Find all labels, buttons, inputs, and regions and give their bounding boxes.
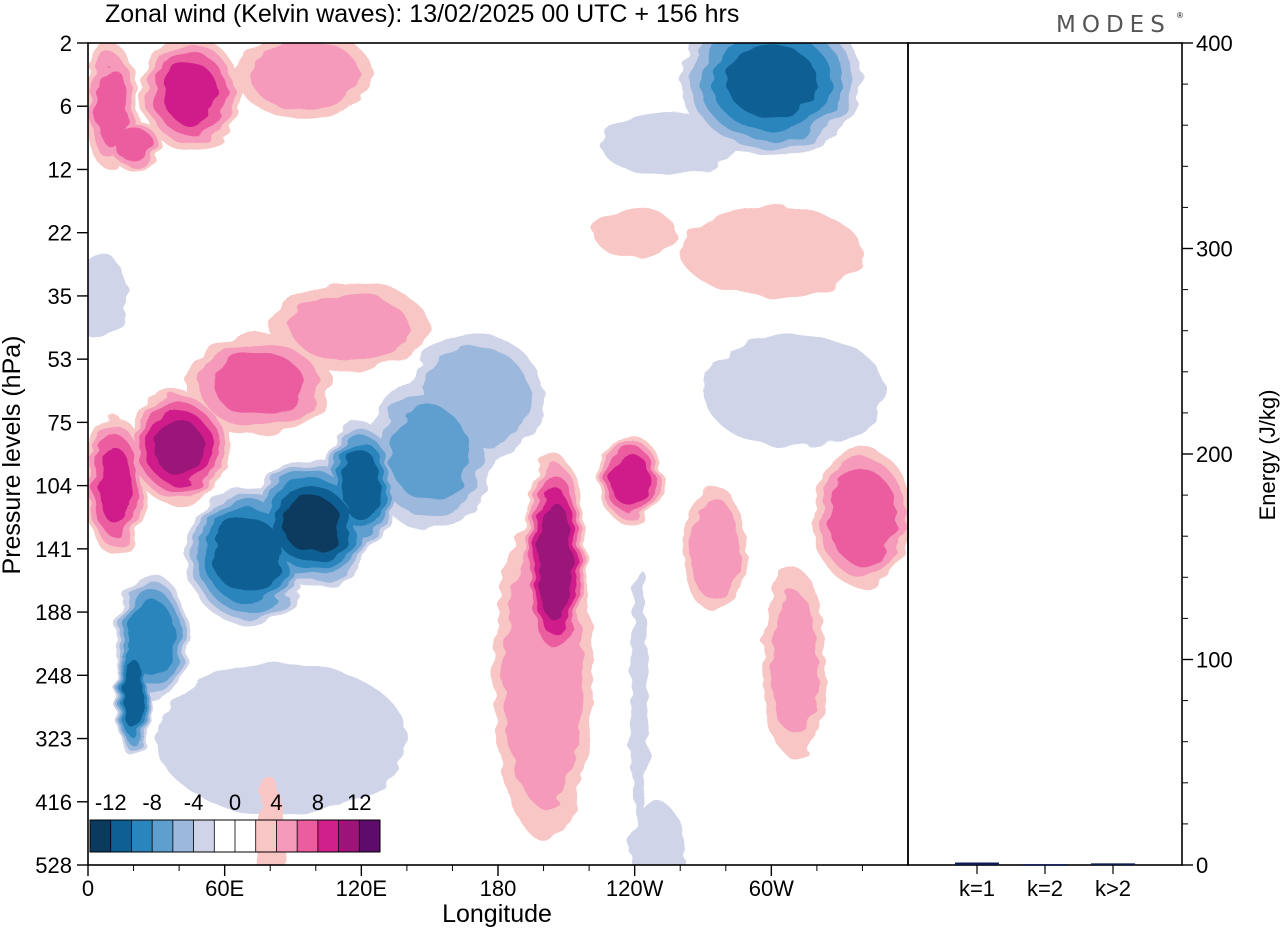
- westerly-contour: [828, 469, 897, 565]
- colorbar-swatch: [317, 820, 339, 852]
- westerly-contour: [114, 126, 153, 162]
- y-tick-label: 323: [35, 727, 72, 752]
- energy-axis-label: Energy (J/kg): [1255, 390, 1280, 521]
- westerly-contour: [154, 419, 204, 476]
- easterly-contour: [341, 450, 382, 521]
- colorbar-swatch: [90, 820, 112, 852]
- easterly-contour: [282, 495, 340, 552]
- westerly-contour: [680, 207, 863, 296]
- colorbar-label: 4: [270, 790, 282, 815]
- easterly-contour: [630, 567, 649, 821]
- colorbar-swatch: [193, 820, 215, 852]
- easterly-contour: [703, 333, 886, 448]
- x-tick-label: 180: [480, 876, 517, 901]
- energy-bar: [1023, 864, 1067, 866]
- x-tick-label: 60W: [749, 876, 794, 901]
- colorbar-swatch: [214, 820, 236, 852]
- westerly-contour: [163, 62, 218, 125]
- westerly-contour: [610, 452, 650, 507]
- longitude-axis: 0 60E 120E 180 120W 60W: [82, 865, 863, 901]
- easterly-contour: [123, 659, 144, 730]
- easterly-contour: [390, 406, 470, 502]
- chart-title: Zonal wind (Kelvin waves): 13/02/2025 00…: [105, 0, 739, 28]
- energy-category-label: k=2: [1027, 876, 1063, 901]
- westerly-contour: [290, 294, 410, 361]
- colorbar-swatch: [338, 820, 360, 852]
- y-tick-label: 12: [48, 157, 72, 182]
- colorbar-label: 8: [312, 790, 324, 815]
- energy-tick-label: 300: [1196, 237, 1233, 262]
- easterly-contour: [88, 251, 127, 341]
- y-tick-label: 6: [60, 94, 72, 119]
- energy-category-label: k=1: [959, 876, 995, 901]
- x-tick-label: 0: [82, 876, 94, 901]
- energy-plot-frame: [907, 42, 1183, 866]
- colorbar-swatch: [131, 820, 153, 852]
- westerly-contour: [249, 43, 359, 110]
- colorbar-label: -4: [184, 790, 204, 815]
- energy-axis: 0 100 200 300 400: [1182, 31, 1233, 878]
- easterly-contour: [600, 112, 738, 176]
- easterly-contour: [213, 516, 282, 594]
- y-tick-label: 141: [35, 537, 72, 562]
- y-tick-label: 416: [35, 790, 72, 815]
- easterly-contour: [630, 801, 685, 865]
- energy-tick-label: 100: [1196, 648, 1233, 673]
- energy-bar: [1091, 863, 1135, 865]
- colorbar-swatch: [359, 820, 381, 852]
- colorbar-legend: -12 -8 -4 0 4 8 12: [89, 790, 381, 853]
- x-tick-label: 120E: [336, 876, 387, 901]
- colorbar-swatch: [235, 820, 257, 852]
- colorbar-label: -12: [95, 790, 127, 815]
- westerly-contour: [688, 498, 740, 600]
- energy-tick-label: 0: [1196, 853, 1208, 878]
- colorbar-swatch: [297, 820, 319, 852]
- easterly-contour: [726, 43, 816, 118]
- easterly-contour: [129, 598, 174, 676]
- colorbar-swatch: [110, 820, 132, 852]
- westerly-contour: [537, 502, 573, 621]
- y-tick-label: 104: [35, 474, 72, 499]
- pressure-axis: 2 6 12 22 35 53 75 104 141 188 248 323 416 528: [35, 31, 88, 878]
- colorbar-swatch: [172, 820, 194, 852]
- y-tick-label: 188: [35, 600, 72, 625]
- energy-bar: [955, 862, 999, 865]
- y-tick-label: 35: [48, 284, 72, 309]
- y-tick-label: 2: [60, 31, 72, 56]
- westerly-contour: [593, 207, 676, 258]
- y-axis-label: Pressure levels (hPa): [0, 336, 26, 575]
- modes-logo: MODES: [1056, 12, 1171, 38]
- logo-registered-mark: ®: [1177, 11, 1183, 20]
- westerly-contour: [93, 67, 128, 146]
- energy-category-label: k>2: [1095, 876, 1131, 901]
- energy-bars: k=1 k=2 k>2: [955, 862, 1135, 901]
- colorbar-swatch: [276, 820, 298, 852]
- y-tick-label: 53: [48, 347, 72, 372]
- colorbar-swatch: [152, 820, 174, 852]
- x-axis-label: Longitude: [442, 900, 552, 928]
- colorbar-label: -8: [142, 790, 162, 815]
- westerly-contour: [213, 353, 305, 416]
- colorbar-swatch: [255, 820, 277, 852]
- x-tick-label: 60E: [205, 876, 244, 901]
- energy-tick-label: 200: [1196, 442, 1233, 467]
- x-tick-label: 120W: [606, 876, 664, 901]
- westerly-contour: [98, 447, 133, 524]
- y-tick-label: 22: [48, 221, 72, 246]
- energy-tick-label: 400: [1196, 31, 1233, 56]
- y-tick-label: 528: [35, 853, 72, 878]
- westerly-contour: [770, 591, 818, 734]
- colorbar-label: 12: [347, 790, 371, 815]
- easterly-contour: [156, 662, 407, 815]
- y-tick-label: 248: [35, 663, 72, 688]
- y-tick-label: 75: [48, 410, 72, 435]
- wind-contour-field: [88, 43, 908, 865]
- colorbar-label: 0: [229, 790, 241, 815]
